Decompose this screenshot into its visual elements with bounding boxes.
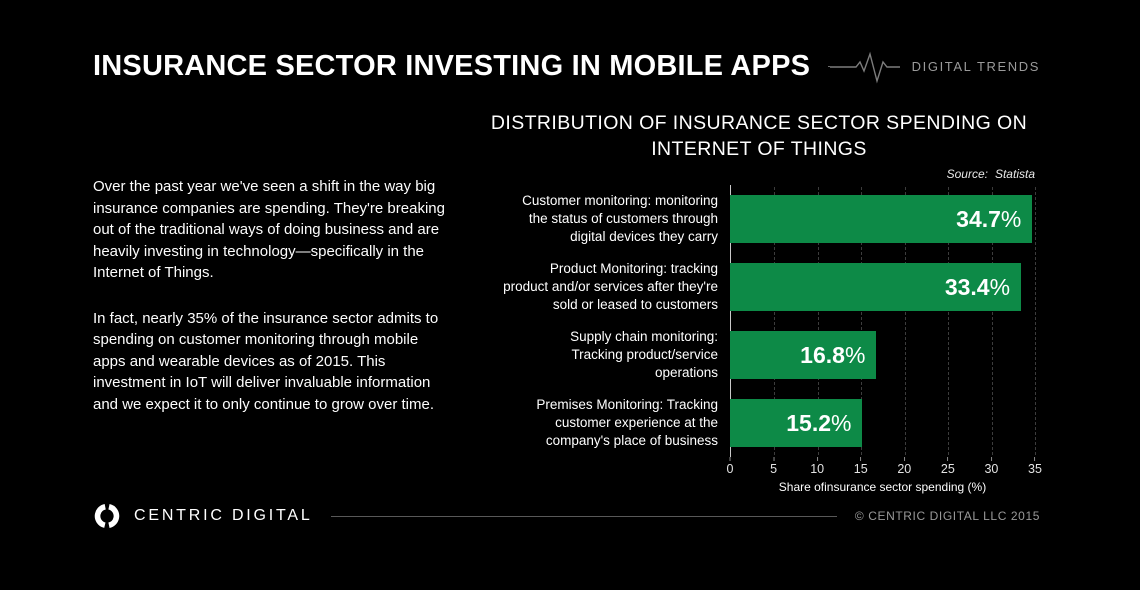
footer-divider	[330, 515, 837, 517]
category-label: Premises Monitoring: Tracking customer e…	[536, 397, 718, 448]
grid-overlay	[730, 185, 1036, 457]
percent-sign: %	[831, 409, 852, 436]
gridline	[948, 187, 950, 455]
tick-number: 0	[726, 462, 734, 476]
bar: 15.2%	[730, 399, 863, 447]
bar-value: 33.4%	[944, 273, 1011, 300]
footer: CENTRIC DIGITAL © CENTRIC DIGITAL LLC 20…	[93, 501, 1040, 531]
digital-trends-label: DIGITAL TRENDS	[911, 58, 1040, 74]
source-label: Source:	[946, 167, 988, 181]
axis-tick: 0	[726, 457, 734, 476]
chart-title-line1: DISTRIBUTION OF INSURANCE SECTOR SPENDIN…	[490, 112, 1028, 134]
bar-row: Supply chain monitoring: Tracking produc…	[483, 321, 1035, 389]
axis-tick: 25	[941, 457, 955, 476]
gridline	[904, 187, 906, 455]
percent-sign: %	[1000, 205, 1022, 232]
brand-row: DIGITAL TRENDS	[828, 48, 1040, 84]
x-axis-label: Share ofinsurance sector spending (%)	[778, 480, 987, 494]
gridline	[1035, 187, 1036, 455]
intro-text: Over the past year we've seen a shift in…	[93, 176, 453, 439]
gridline	[861, 187, 863, 455]
copyright: © CENTRIC DIGITAL LLC 2015	[854, 509, 1040, 523]
bar-value: 34.7%	[956, 205, 1022, 232]
tick-mark	[903, 457, 905, 461]
axis-tick: 10	[810, 457, 824, 476]
tick-number: 20	[897, 462, 912, 476]
chart-title: DISTRIBUTION OF INSURANCE SECTOR SPENDIN…	[483, 110, 1035, 162]
percent-sign: %	[989, 273, 1011, 300]
source-value: Statista	[994, 167, 1035, 181]
bar-track: 16.8%	[730, 331, 1035, 379]
axis-tick: 20	[897, 457, 911, 476]
intro-paragraph-2: In fact, nearly 35% of the insurance sec…	[93, 309, 439, 413]
chart-title-line2: INTERNET OF THINGS	[651, 138, 867, 160]
tick-mark	[729, 457, 731, 461]
category-label: Supply chain monitoring: Tracking produc…	[570, 329, 718, 380]
bar-track: 15.2%	[730, 399, 1035, 447]
bar-track: 34.7%	[730, 195, 1035, 243]
bar: 16.8%	[730, 331, 877, 379]
category-label: Customer monitoring: monitoring the stat…	[522, 193, 718, 244]
tick-number: 25	[940, 462, 955, 476]
bar: 33.4%	[730, 263, 1022, 311]
percent-sign: %	[844, 341, 866, 368]
gridline	[817, 187, 819, 455]
tick-number: 30	[984, 462, 999, 476]
tick-mark	[816, 457, 818, 461]
chart-section: DISTRIBUTION OF INSURANCE SECTOR SPENDIN…	[483, 110, 1042, 494]
footer-brand: CENTRIC DIGITAL	[134, 507, 313, 524]
tick-number: 10	[810, 462, 825, 476]
bar-chart: Customer monitoring: monitoring the stat…	[483, 185, 1036, 457]
page-title: INSURANCE SECTOR INVESTING IN MOBILE APP…	[93, 49, 811, 82]
axis-tick: 30	[984, 457, 998, 476]
gridline	[774, 187, 776, 455]
centric-digital-logo-icon	[94, 503, 120, 529]
bar: 34.7%	[730, 195, 1033, 243]
tick-number: 35	[1028, 462, 1042, 476]
gridline	[991, 187, 993, 455]
tick-mark	[860, 457, 862, 461]
axis-tick: 5	[770, 457, 777, 476]
x-axis-ticks: 0 5 10 15 20 25 30 35	[726, 457, 1042, 479]
tick-mark	[990, 457, 992, 461]
bar-value: 16.8%	[800, 341, 866, 368]
bar-row: Customer monitoring: monitoring the stat…	[483, 185, 1035, 253]
bar-track: 33.4%	[730, 263, 1035, 311]
tick-number: 5	[770, 462, 778, 476]
bar-row: Product Monitoring: tracking product and…	[483, 253, 1035, 321]
tick-mark	[773, 457, 775, 461]
bar-value: 15.2%	[786, 409, 852, 436]
axis-tick: 15	[854, 457, 868, 476]
header: INSURANCE SECTOR INVESTING IN MOBILE APP…	[93, 48, 1040, 84]
divider-line	[828, 65, 830, 67]
category-label: Product Monitoring: tracking product and…	[503, 261, 718, 312]
tick-mark	[1034, 457, 1036, 461]
intro-paragraph-1: Over the past year we've seen a shift in…	[93, 178, 445, 281]
heartbeat-icon	[829, 51, 900, 84]
axis-tick: 35	[1028, 457, 1042, 476]
tick-mark	[947, 457, 949, 461]
source-row: Source: Statista	[483, 167, 1035, 181]
bar-row: Premises Monitoring: Tracking customer e…	[483, 389, 1035, 457]
tick-number: 15	[853, 462, 868, 476]
